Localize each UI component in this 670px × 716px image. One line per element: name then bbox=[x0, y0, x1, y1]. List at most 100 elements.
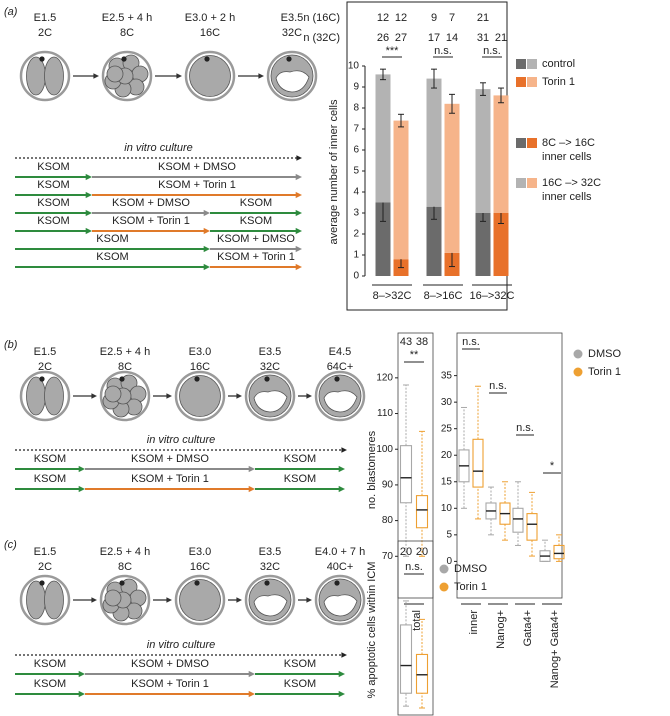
culture-label: in vitro culture bbox=[124, 142, 192, 154]
protocol-label: KSOM + DMSO bbox=[131, 658, 209, 670]
arrow-head bbox=[203, 227, 210, 235]
arrow-head bbox=[203, 209, 210, 217]
bar-segment bbox=[375, 74, 391, 203]
polar-body bbox=[334, 580, 340, 586]
blastomere bbox=[44, 580, 64, 620]
x-tick-label: Nanog+ Gata4+ bbox=[549, 610, 561, 688]
protocol-label: KSOM bbox=[34, 453, 66, 465]
blastomere bbox=[106, 65, 124, 83]
y-tick-label: 25 bbox=[441, 423, 453, 434]
polar-body bbox=[204, 56, 210, 62]
arrow-head bbox=[248, 465, 255, 473]
n-value: 21 bbox=[477, 12, 489, 24]
bar-segment bbox=[426, 206, 442, 276]
arrow-head bbox=[85, 227, 92, 235]
n-value: 27 bbox=[395, 32, 407, 44]
y-tick-label: 120 bbox=[376, 372, 393, 383]
box bbox=[399, 624, 413, 694]
arrow-head bbox=[248, 670, 255, 678]
n-value: 31 bbox=[477, 32, 489, 44]
y-axis-title: average number of inner cells bbox=[328, 99, 340, 244]
protocol-label: KSOM bbox=[34, 658, 66, 670]
protocol-label: KSOM bbox=[284, 473, 316, 485]
polar-body bbox=[119, 580, 125, 586]
arrow-head bbox=[85, 173, 92, 181]
protocol-label: KSOM bbox=[284, 658, 316, 670]
y-tick-label: 35 bbox=[441, 370, 453, 381]
significance: n.s. bbox=[516, 422, 534, 434]
protocol-label: KSOM + DMSO bbox=[131, 453, 209, 465]
stage-day: E2.5 + 4 h bbox=[102, 12, 152, 24]
box bbox=[472, 438, 484, 488]
y-tick-label: 10 bbox=[348, 61, 360, 72]
significance: *** bbox=[386, 45, 400, 57]
protocol-label: KSOM + DMSO bbox=[217, 233, 295, 245]
protocol-label: KSOM + DMSO bbox=[112, 197, 190, 209]
cavity bbox=[275, 70, 310, 93]
protocol-label: KSOM bbox=[37, 179, 69, 191]
y-tick-label: 100 bbox=[376, 444, 393, 455]
protocol-label: KSOM bbox=[37, 197, 69, 209]
stage-day: E2.5 + 4 h bbox=[100, 546, 150, 558]
bar-segment bbox=[493, 213, 509, 276]
n-value: 20 bbox=[400, 546, 412, 558]
arrow-head bbox=[93, 73, 99, 79]
arrow-head bbox=[306, 393, 312, 399]
arrow-head bbox=[248, 690, 255, 698]
legend-label: DMSO bbox=[454, 563, 487, 575]
x-tick-label: total bbox=[411, 610, 423, 631]
bar-segment bbox=[475, 213, 491, 276]
protocol-label: KSOM bbox=[240, 215, 272, 227]
polar-body bbox=[264, 376, 270, 382]
stage-cell: 2C bbox=[38, 361, 52, 373]
cavity bbox=[323, 390, 358, 413]
y-tick-label: 110 bbox=[377, 408, 393, 419]
n-value: 17 bbox=[428, 32, 440, 44]
polar-body bbox=[39, 56, 45, 62]
legend-swatch bbox=[527, 59, 537, 69]
y-tick-label: 8 bbox=[353, 103, 359, 114]
stage-day: E2.5 + 4 h bbox=[100, 346, 150, 358]
blastomere bbox=[26, 376, 46, 416]
y-tick-label: 0 bbox=[353, 271, 359, 282]
cavity bbox=[253, 594, 288, 617]
chart-frame bbox=[397, 332, 434, 599]
chart-frame bbox=[456, 332, 563, 599]
y-tick-label: 2 bbox=[353, 229, 359, 240]
polar-body bbox=[334, 376, 340, 382]
panel-label: (b) bbox=[4, 339, 18, 351]
legend-swatch bbox=[516, 178, 526, 188]
x-tick-label: Nanog+ bbox=[495, 610, 507, 649]
arrow-head bbox=[338, 670, 345, 678]
protocol-label: KSOM bbox=[284, 678, 316, 690]
x-tick-label: Gata4+ bbox=[522, 610, 534, 646]
polar-body bbox=[194, 580, 200, 586]
y-tick-label: 30 bbox=[441, 397, 453, 408]
y-axis-title: % apoptotic cells within ICM bbox=[366, 562, 378, 699]
arrow-head bbox=[296, 155, 302, 161]
n-value: 21 bbox=[495, 32, 507, 44]
arrow-head bbox=[85, 191, 92, 199]
arrow-head bbox=[306, 597, 312, 603]
x-tick-label: 8–>32C bbox=[373, 290, 412, 302]
bar-segment bbox=[426, 78, 442, 207]
y-tick-label: 1 bbox=[353, 250, 359, 261]
blastomere bbox=[179, 579, 221, 621]
box bbox=[512, 507, 524, 533]
arrow-head bbox=[295, 191, 302, 199]
n-row-label: n (16C) bbox=[303, 12, 340, 24]
protocol-label: KSOM bbox=[96, 233, 128, 245]
legend-label: inner cells bbox=[542, 191, 592, 203]
blastomere bbox=[44, 56, 64, 96]
arrow-head bbox=[248, 485, 255, 493]
protocol-label: KSOM bbox=[240, 197, 272, 209]
protocol-label: KSOM + Torin 1 bbox=[131, 473, 209, 485]
arrow-head bbox=[85, 209, 92, 217]
stage-cell: 16C bbox=[200, 27, 220, 39]
box bbox=[415, 653, 429, 694]
legend-swatch bbox=[527, 77, 537, 87]
significance: * bbox=[550, 460, 555, 472]
arrow-head bbox=[78, 690, 85, 698]
arrow-head bbox=[236, 393, 242, 399]
culture-label: in vitro culture bbox=[147, 639, 215, 651]
